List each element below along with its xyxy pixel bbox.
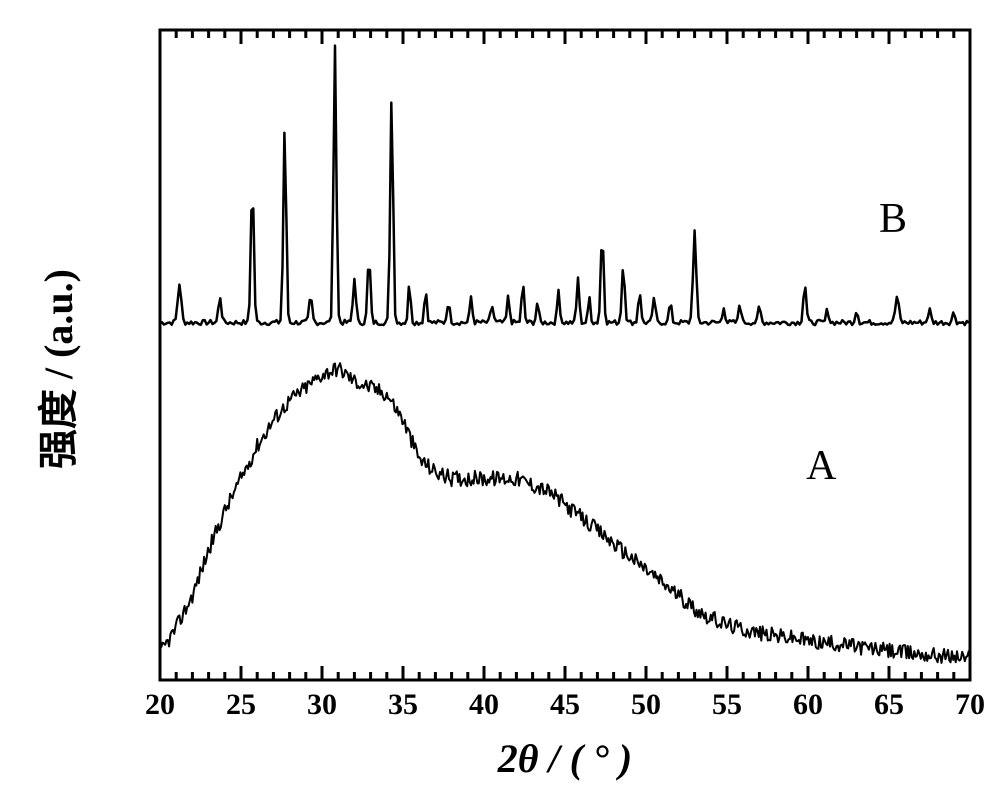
x-tick-label: 20 xyxy=(130,688,190,722)
x-tick-label: 60 xyxy=(778,688,838,722)
y-axis-label: 强度 / (a.u.) xyxy=(26,219,84,519)
x-tick-label: 30 xyxy=(292,688,352,722)
x-axis-label-text: 2θ / ( ° ) xyxy=(498,736,633,781)
xrd-chart: 强度 / (a.u.) 2θ / ( ° ) A B 20 25 30 35 40 45 5… xyxy=(0,0,1000,790)
series-label-a: A xyxy=(806,442,836,490)
x-tick-label: 65 xyxy=(859,688,919,722)
x-tick-label: 55 xyxy=(697,688,757,722)
x-tick-label: 35 xyxy=(373,688,433,722)
x-tick-label: 70 xyxy=(940,688,1000,722)
x-tick-label: 45 xyxy=(535,688,595,722)
x-tick-label: 40 xyxy=(454,688,514,722)
x-axis-label: 2θ / ( ° ) xyxy=(160,735,970,782)
chart-svg xyxy=(0,0,1000,790)
x-tick-label: 50 xyxy=(616,688,676,722)
series-label-b: B xyxy=(879,195,907,243)
x-tick-label: 25 xyxy=(211,688,271,722)
